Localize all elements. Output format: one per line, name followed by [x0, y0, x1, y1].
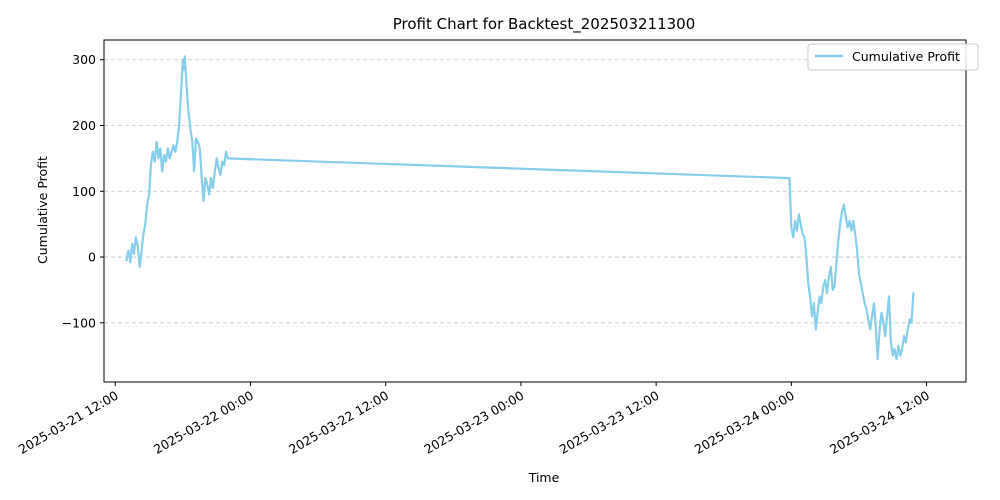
y-tick-label: 100	[72, 184, 96, 199]
y-tick-label: 0	[88, 250, 96, 265]
y-tick-label: −100	[62, 315, 96, 330]
legend-label: Cumulative Profit	[852, 49, 960, 64]
grid-lines	[104, 59, 966, 324]
series-layer	[125, 55, 915, 361]
y-tick-label: 200	[72, 118, 96, 133]
plot-frame	[103, 39, 967, 383]
y-axis-ticks: −100 0 100 200 300	[62, 52, 104, 330]
y-axis-label: Cumulative Profit	[35, 156, 50, 264]
series-line-cumulative-profit	[125, 55, 915, 361]
chart-title: Profit Chart for Backtest_202503211300	[393, 15, 696, 34]
legend: Cumulative Profit	[807, 43, 979, 71]
legend-box	[807, 43, 979, 71]
y-tick-label: 300	[72, 52, 96, 67]
x-axis-label: Time	[528, 470, 560, 485]
